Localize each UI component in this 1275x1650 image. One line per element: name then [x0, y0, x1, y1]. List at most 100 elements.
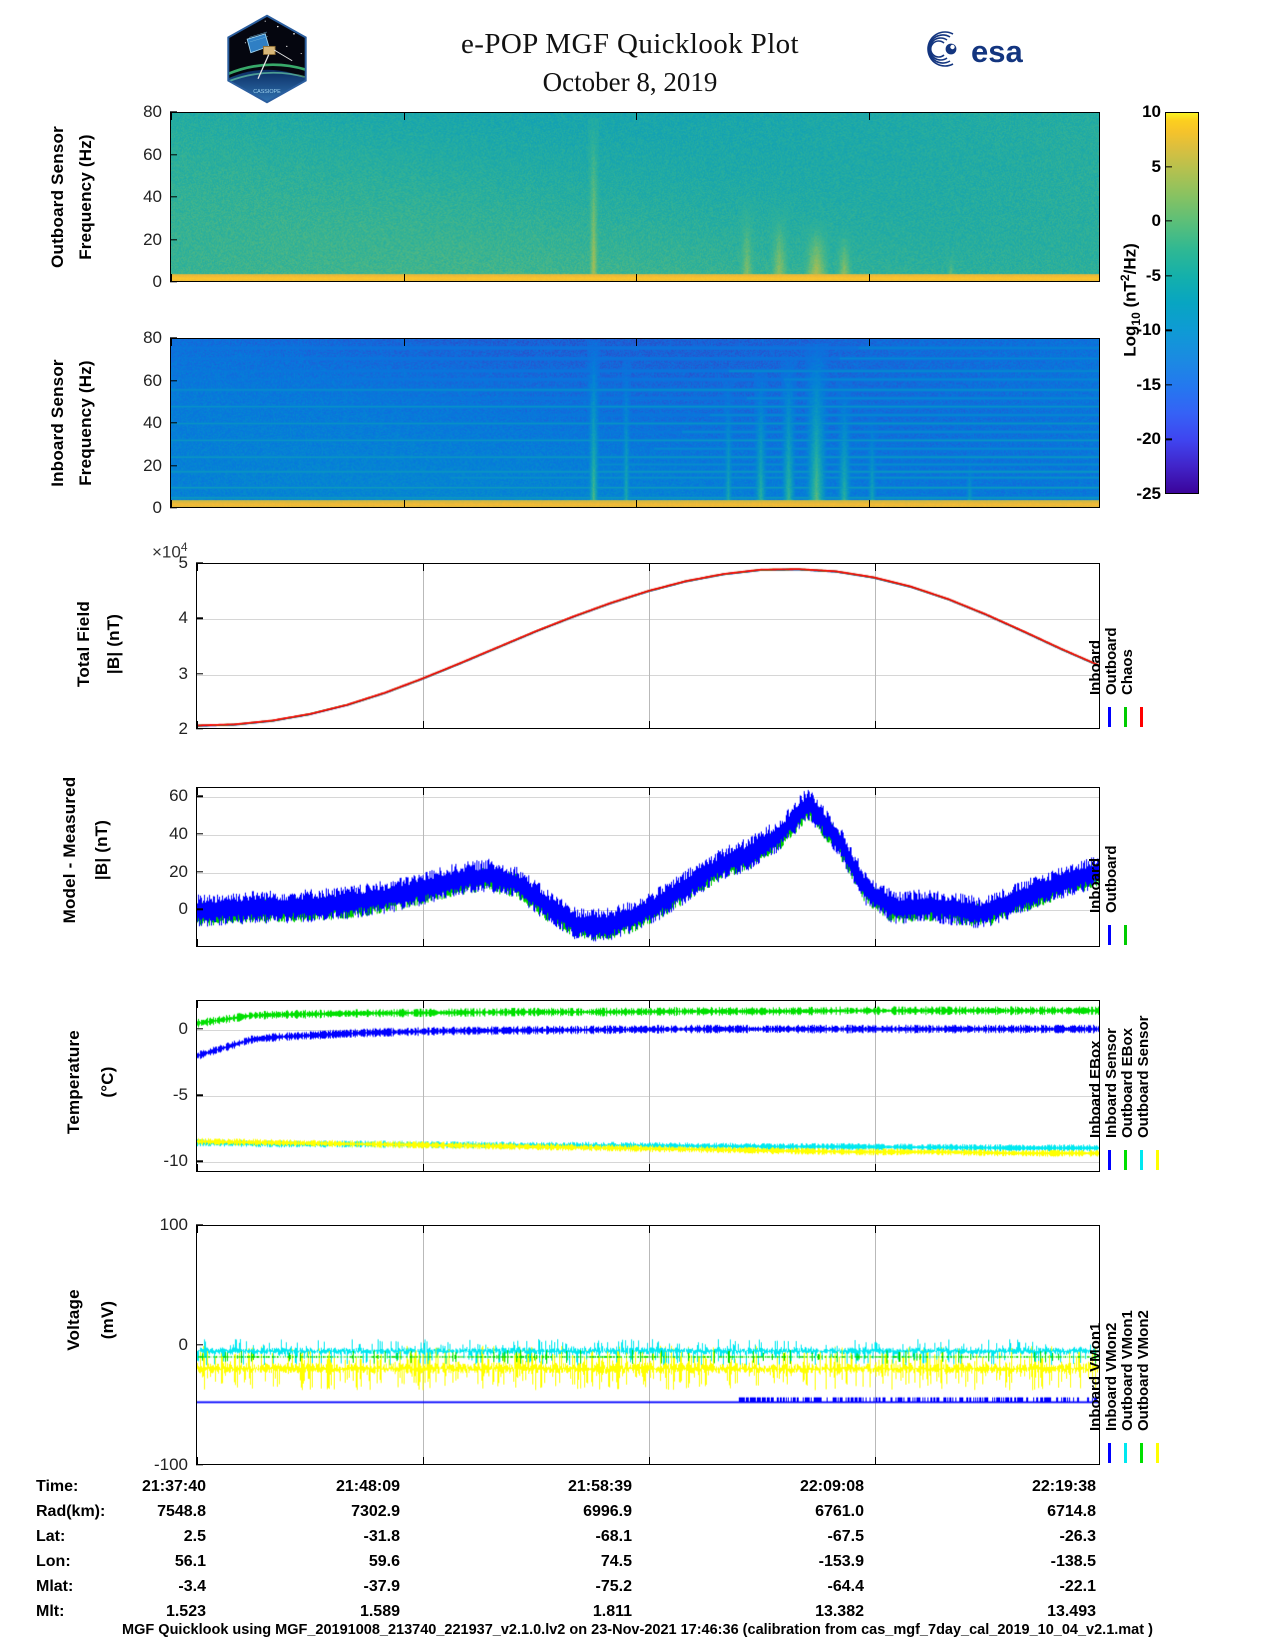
- legend-label: Inboard: [1087, 640, 1104, 695]
- xtick-mark: [1099, 500, 1100, 507]
- title-main: e-POP MGF Quicklook Plot: [460, 28, 800, 60]
- ylabel-inboard-sensor: Inboard Sensor: [48, 338, 68, 508]
- table-row: Time: 21:37:40 21:48:09 21:58:39 22:09:08 22:…: [0, 1478, 1275, 1503]
- xtick-mark: [197, 1001, 199, 1008]
- legend-swatch: [1124, 1150, 1127, 1170]
- ytick-label: 0: [178, 1019, 188, 1039]
- ylabel-voltage: Voltage: [64, 1240, 84, 1400]
- xtick-mark: [1099, 939, 1100, 946]
- legend-label: Inboard VMon2: [1103, 1322, 1120, 1431]
- ylabel-text: (mV): [98, 1300, 117, 1340]
- panel-temperature: [196, 1000, 1100, 1172]
- colorbar-tick-m5: -5: [1145, 265, 1161, 285]
- model-minus-measured-traces: [197, 788, 1099, 946]
- xtick-mark: [171, 500, 173, 507]
- xtick-mark: [649, 564, 651, 571]
- xtick-mark: [875, 1457, 877, 1464]
- colorbar-tickmark: [1165, 220, 1172, 222]
- xtick-mark: [649, 721, 651, 728]
- footer-provenance: MGF Quicklook using MGF_20191008_213740_…: [122, 1622, 1153, 1638]
- total-field-exponent: ×104: [152, 540, 188, 563]
- table-row-label: Rad(km):: [36, 1503, 106, 1520]
- cassiope-epop-mission-patch-icon: CASSIOPE: [227, 14, 307, 104]
- ylabel-text: |B| (nT): [92, 819, 111, 881]
- xtick-mark: [197, 1164, 199, 1171]
- xtick-mark: [875, 1164, 877, 1171]
- table-cell: -153.9: [818, 1553, 864, 1570]
- ytick-label: 3: [178, 663, 188, 683]
- axes-model-minus-measured: [196, 787, 1100, 947]
- ytick-label: 60: [169, 786, 188, 806]
- xtick-mark: [875, 564, 877, 571]
- ylabel-text: Total Field: [74, 601, 93, 687]
- ytick-label: -100: [153, 1455, 188, 1474]
- xtick-mark: [403, 113, 405, 120]
- axes-inboard-spectrogram: [170, 338, 1100, 508]
- outboard-spectrogram-image: [171, 113, 1099, 281]
- xtick-mark: [636, 113, 638, 120]
- ytick-label: 0: [152, 498, 162, 517]
- ylabel-inboard-frequency: Frequency (Hz): [76, 338, 96, 508]
- ylabel-text: Temperature: [64, 1030, 83, 1134]
- table-row-label: Mlat:: [36, 1578, 74, 1595]
- xtick-mark: [197, 1457, 199, 1464]
- table-row: Mlt: 1.523 1.589 1.811 13.382 13.493: [0, 1603, 1275, 1628]
- legend-label: Inboard Sensor: [1103, 1027, 1120, 1138]
- xtick-mark: [1099, 788, 1100, 795]
- colorbar-tick-0: 0: [1151, 211, 1161, 231]
- legend-model-minus-measured: Inboard Outboard: [1087, 787, 1164, 947]
- xtick-mark: [403, 339, 405, 346]
- xtick-mark: [423, 721, 425, 728]
- title-subtitle: October 8, 2019: [542, 67, 718, 97]
- cbar-label-sup: 2: [1118, 274, 1132, 282]
- panel-inboard-spectrogram: [170, 338, 1100, 508]
- xtick-mark: [868, 113, 870, 120]
- xtick-mark: [423, 1457, 425, 1464]
- ylabel-text: Model - Measured: [60, 776, 79, 924]
- xtick-mark: [868, 274, 870, 281]
- total-field-traces: [197, 564, 1099, 728]
- table-cell: -64.4: [827, 1578, 864, 1595]
- svg-text:esa: esa: [971, 34, 1023, 69]
- ylabel-total-field-units: |B| (nT): [104, 559, 124, 729]
- table-cell: -75.2: [595, 1578, 632, 1595]
- xtick-mark: [423, 1001, 425, 1008]
- ylabel-model-minus-measured-units: |B| (nT): [92, 750, 112, 950]
- table-cell: 1.811: [592, 1603, 632, 1620]
- xtick-mark: [875, 1226, 877, 1233]
- xtick-mark: [171, 339, 173, 346]
- colorbar-tickmark: [1165, 165, 1172, 168]
- table-row-label: Lon:: [36, 1553, 71, 1570]
- esa-logo-icon: esa: [927, 31, 1023, 69]
- xtick-mark: [1099, 1457, 1100, 1464]
- table-cell: 6996.9: [583, 1503, 632, 1520]
- xtick-mark: [649, 1001, 651, 1008]
- table-cell: 6761.0: [815, 1503, 864, 1520]
- table-cell: 7302.9: [351, 1503, 400, 1520]
- ytick-label: 80: [143, 328, 162, 347]
- table-cell: -67.5: [827, 1528, 864, 1545]
- xtick-mark: [1099, 1001, 1100, 1008]
- table-cell: -31.8: [363, 1528, 400, 1545]
- table-row: Rad(km): 7548.8 7302.9 6996.9 6761.0 6714.8: [0, 1503, 1275, 1528]
- axes-total-field: [196, 563, 1100, 729]
- exponent-power: 4: [180, 540, 188, 554]
- colorbar-tickmark: [1165, 384, 1172, 386]
- ytick-label: 60: [143, 144, 162, 164]
- xtick-mark: [649, 1164, 651, 1171]
- axes-voltage: [196, 1225, 1100, 1465]
- legend-swatch: [1108, 707, 1111, 727]
- legend-total-field: Inboard Outboard Chaos: [1087, 563, 1174, 729]
- table-cell: -68.1: [595, 1528, 632, 1545]
- xtick-mark: [197, 1226, 199, 1233]
- ytick-label: 20: [143, 229, 162, 249]
- colorbar-tick-5: 5: [1151, 156, 1161, 176]
- xtick-mark: [875, 939, 877, 946]
- xtick-mark: [636, 274, 638, 281]
- table-cell: -22.1: [1059, 1578, 1096, 1595]
- ytick-label: 2: [178, 719, 188, 738]
- xtick-mark: [649, 788, 651, 795]
- ylabel-text: Outboard Sensor: [48, 126, 67, 268]
- legend-label: Outboard EBox: [1119, 1027, 1136, 1138]
- cbar-label-sub: 10: [1129, 312, 1144, 326]
